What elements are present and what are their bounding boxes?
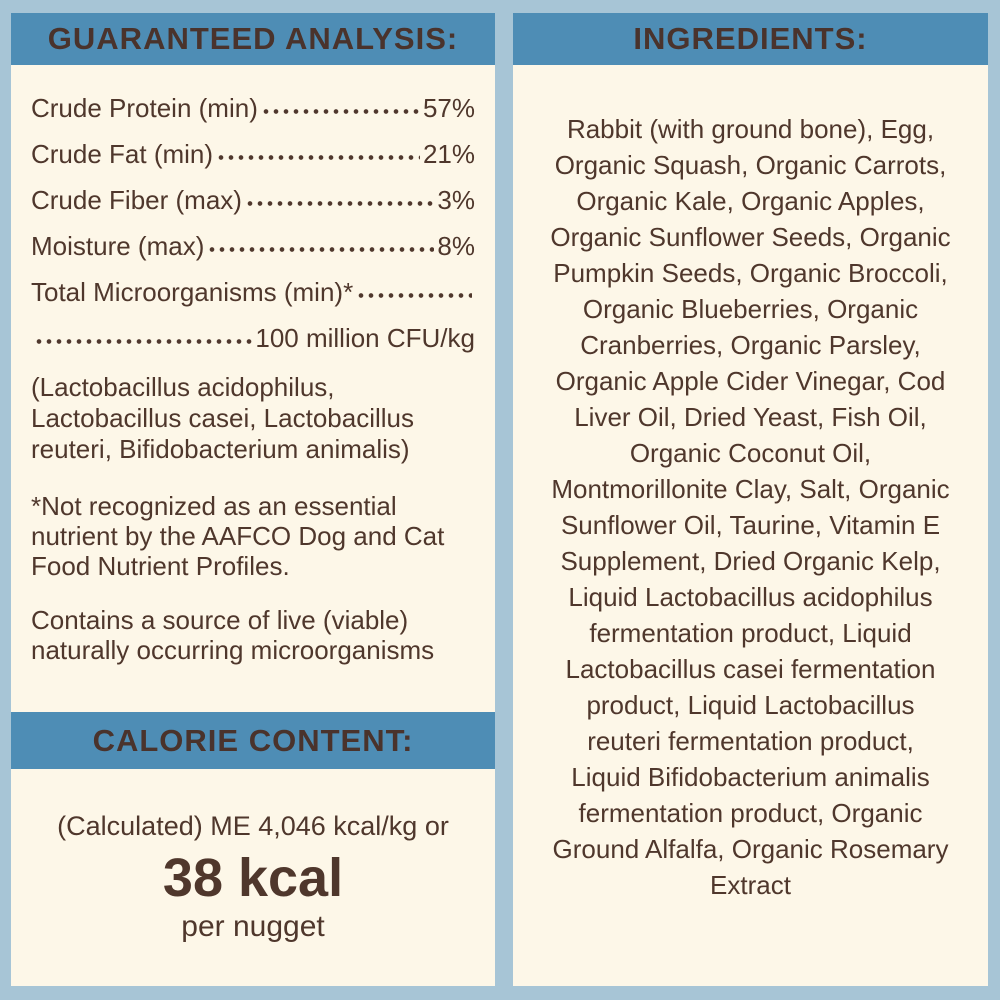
- ingredients-line: Lactobacillus casei fermentation: [565, 654, 936, 684]
- ingredients-line: Rabbit (with ground bone), Egg,: [566, 114, 935, 144]
- ingredients-line: Extract: [710, 870, 791, 900]
- ingredients-line: Sunflower Oil, Taurine, Vitamin E: [560, 510, 941, 540]
- analysis-row: Crude Protein (min) 57%: [31, 95, 475, 122]
- analysis-row-value: 3%: [437, 185, 475, 215]
- calorie-value: 38 kcal: [162, 848, 344, 908]
- analysis-row: Total Microorganisms (min)*: [31, 279, 475, 306]
- ingredients-line: Cranberries, Organic Parsley,: [580, 330, 921, 360]
- ingredients-line: Liquid Bifidobacterium animalis: [571, 762, 930, 792]
- analysis-row-value: 8%: [437, 231, 475, 261]
- ingredients-line: Ground Alfalfa, Organic Rosemary: [552, 834, 949, 864]
- ingredients-line: Organic Blueberries, Organic: [582, 294, 919, 324]
- microorganisms-note: (Lactobacillus acidophilus, Lactobacillu…: [31, 372, 414, 464]
- analysis-row: Moisture (max) 8%: [31, 233, 475, 260]
- dot-leader: [216, 154, 420, 161]
- analysis-row-label: Moisture (max): [31, 231, 205, 261]
- calorie-unit: per nugget: [181, 910, 325, 943]
- ingredients-line: Organic Sunflower Seeds, Organic: [550, 222, 951, 252]
- ingredients-line: Supplement, Dried Organic Kelp,: [560, 546, 941, 576]
- ingredients-line: Liquid Lactobacillus acidophilus: [568, 582, 933, 612]
- ingredients-line: Montmorillonite Clay, Salt, Organic: [551, 474, 950, 504]
- ingredients-line: Organic Apple Cider Vinegar, Cod: [555, 366, 946, 396]
- aafco-footnote: *Not recognized as an essential nutrient…: [31, 491, 445, 581]
- ingredients-line: Organic Squash, Organic Carrots,: [554, 150, 947, 180]
- left-column: GUARANTEED ANALYSIS: Crude Protein (min)…: [11, 13, 495, 986]
- analysis-row-label: Crude Fat (min): [31, 139, 214, 169]
- ingredients-list: Rabbit (with ground bone), Egg, Organic S…: [513, 111, 988, 903]
- dot-leader: [207, 246, 435, 253]
- analysis-row-value: 21%: [422, 139, 475, 169]
- guaranteed-analysis-panel: Crude Protein (min) 57% Crude Fat (min) …: [11, 65, 495, 712]
- analysis-row-label: Crude Fiber (max): [31, 185, 242, 215]
- ingredients-line: product, Liquid Lactobacillus: [586, 690, 915, 720]
- dot-leader: [34, 338, 253, 345]
- ingredients-panel: Rabbit (with ground bone), Egg, Organic S…: [513, 65, 988, 986]
- right-column: INGREDIENTS: Rabbit (with ground bone), …: [513, 13, 988, 986]
- calorie-content-header: CALORIE CONTENT:: [11, 712, 495, 769]
- dot-leader: [356, 292, 472, 299]
- analysis-row-value: 100 million CFU/kg: [255, 323, 475, 353]
- analysis-row-label: Crude Protein (min): [31, 93, 258, 123]
- ingredients-line: Organic Coconut Oil,: [629, 438, 872, 468]
- dot-leader: [244, 200, 435, 207]
- ingredients-line: Liver Oil, Dried Yeast, Fish Oil,: [574, 402, 927, 432]
- analysis-row: Crude Fiber (max) 3%: [31, 187, 475, 214]
- live-microorganisms-note: Contains a source of live (viable) natur…: [31, 605, 435, 665]
- ingredients-header: INGREDIENTS:: [513, 13, 988, 65]
- ingredients-line: fermentation product, Liquid: [589, 618, 912, 648]
- analysis-row: 100 million CFU/kg: [31, 325, 475, 352]
- guaranteed-analysis-rows: Crude Protein (min) 57% Crude Fat (min) …: [31, 95, 475, 352]
- dot-leader: [260, 108, 420, 115]
- analysis-row-value: 57%: [422, 93, 475, 123]
- calorie-content-panel: (Calculated) ME 4,046 kcal/kg or 38 kcal…: [11, 769, 495, 986]
- analysis-row-label: Total Microorganisms (min)*: [31, 277, 354, 307]
- ingredients-line: fermentation product, Organic: [578, 798, 923, 828]
- analysis-row: Crude Fat (min) 21%: [31, 141, 475, 168]
- ingredients-line: Pumpkin Seeds, Organic Broccoli,: [553, 258, 948, 288]
- calorie-calculated-line: (Calculated) ME 4,046 kcal/kg or: [57, 811, 449, 841]
- guaranteed-analysis-header: GUARANTEED ANALYSIS:: [11, 13, 495, 65]
- ingredients-line: Organic Kale, Organic Apples,: [576, 186, 925, 216]
- ingredients-line: reuteri fermentation product,: [587, 726, 914, 756]
